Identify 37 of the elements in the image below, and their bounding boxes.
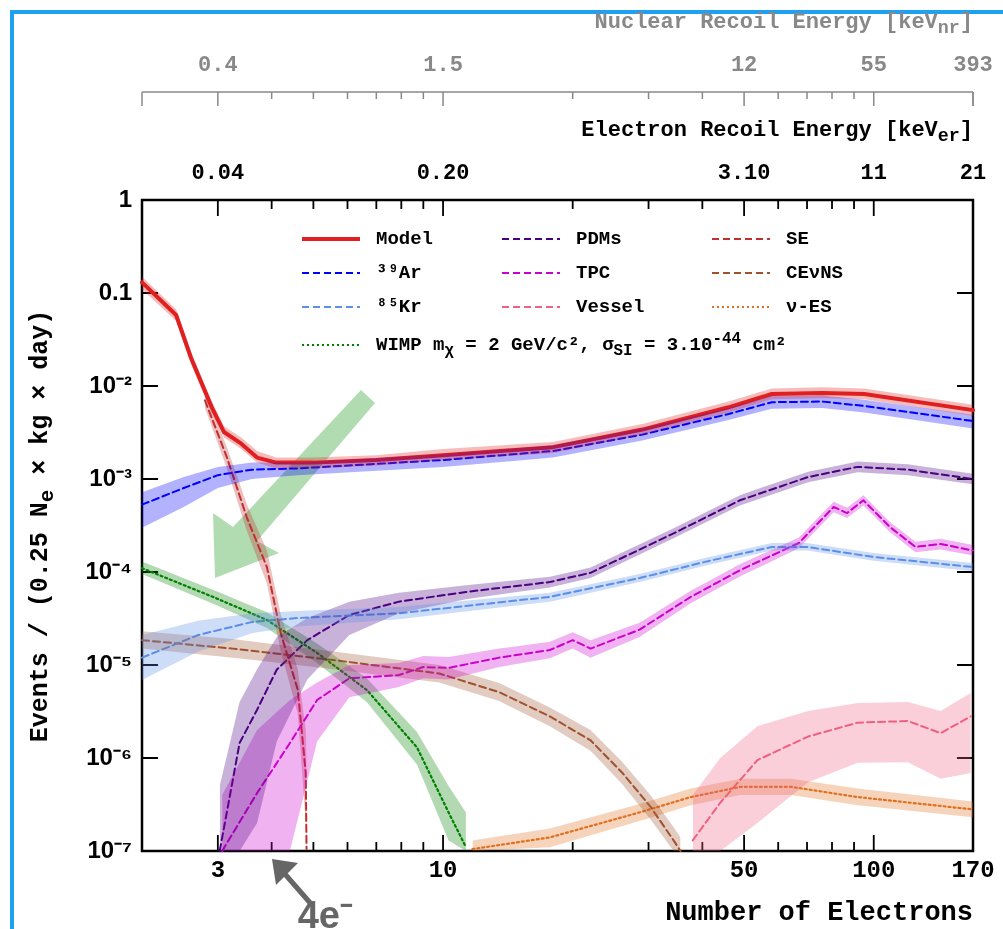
text: 11: [860, 160, 887, 186]
legend-label: TPC: [576, 262, 611, 284]
y-tick-label: 10⁻⁶: [86, 742, 132, 770]
text: Electron Recoil Energy [keV$_{er}$]: [581, 118, 973, 148]
x-tick-label: 10: [428, 857, 458, 885]
x-tick-label: 100: [852, 857, 896, 885]
text: 0.04: [191, 160, 245, 186]
legend-label: Vessel: [576, 296, 645, 318]
legend-label: Model: [376, 228, 434, 250]
legend-label: ³⁹Ar: [376, 262, 422, 284]
y-tick-label: 10⁻⁴: [85, 556, 132, 584]
legend-label: ν-ES: [786, 296, 832, 318]
y-tick-label: 10⁻⁷: [87, 835, 132, 863]
x-tick-label: 50: [729, 857, 759, 885]
legend-label: SE: [786, 228, 809, 250]
y-tick-label: 10⁻²: [89, 370, 133, 398]
x-tick-label: 3: [210, 857, 226, 885]
y-tick-label: 10⁻⁵: [86, 649, 132, 677]
text: 0.4: [198, 52, 238, 78]
x-tick-label: 170: [951, 857, 995, 885]
text: 21: [959, 160, 987, 186]
y-tick-label: 1: [118, 184, 132, 212]
text: 55: [860, 52, 887, 78]
y-tick-label: 10⁻³: [89, 463, 133, 491]
legend-label: ⁸⁵Kr: [376, 296, 422, 318]
annotation: 4e⁻: [297, 893, 353, 929]
text: 393: [953, 52, 993, 78]
y-tick-label: 0.1: [98, 277, 132, 305]
text: 3.10: [717, 160, 771, 186]
legend-label: PDMs: [576, 228, 622, 250]
text: 12: [730, 52, 758, 78]
legend-label: WIMP m$_{χ}$ = 2 GeV/c², σ$_{SI}$ = 3.10$^{-44}$ cm²: [376, 330, 787, 361]
x-axis-title: Number of Electrons: [665, 897, 973, 928]
text: 0.20: [416, 160, 470, 186]
legend-label: CEνNS: [786, 262, 844, 284]
text: Nuclear Recoil Energy [keV$_{nr}$]: [594, 10, 973, 40]
text: 1.5: [423, 52, 463, 78]
